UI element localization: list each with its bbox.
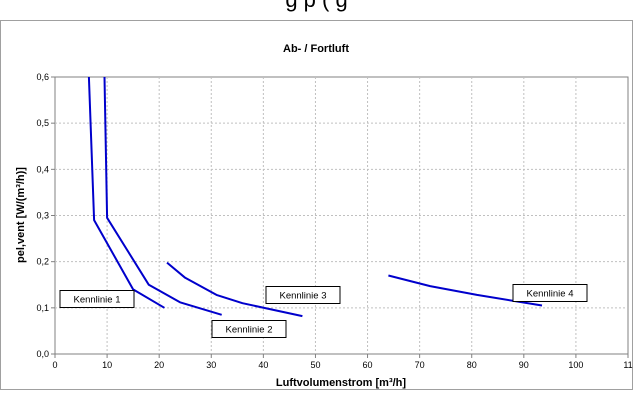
series-line-4 [388, 274, 543, 307]
annotation-box [512, 284, 588, 302]
annotation-layer: Kennlinie 1 Kennlinie 2 Kennlinie 3 Kennlin… [59, 284, 588, 338]
annotation-box [59, 290, 135, 308]
series-line-3 [166, 261, 303, 318]
annotation-label: Kennlinie 1 [73, 295, 120, 306]
y-tick-label: 0,2 [36, 257, 49, 267]
tick-labels: 0 10 20 30 40 50 60 70 80 90 100 11 0,0 0,1 0,2 0,3 0,4 0… [36, 72, 632, 370]
header-fragment: g p ( g [0, 0, 633, 20]
x-tick-label: 11 [623, 360, 632, 370]
annotation-label: Kennlinie 3 [279, 291, 326, 302]
y-tick-label: 0,0 [36, 349, 49, 359]
series-line-1 [87, 76, 165, 309]
annotation-kennlinie-4: Kennlinie 4 [512, 284, 588, 302]
x-tick-label: 60 [363, 360, 373, 370]
y-tick-label: 0,5 [36, 118, 49, 128]
header-fragment-text: g p ( g [0, 0, 633, 13]
annotation-label: Kennlinie 2 [225, 325, 272, 336]
annotation-box [211, 320, 287, 338]
x-tick-label: 50 [310, 360, 320, 370]
x-tick-label: 30 [206, 360, 216, 370]
x-tick-label: 100 [568, 360, 583, 370]
x-axis-label: Luftvolumenstrom [m³/h] [276, 377, 406, 389]
chart: Kennlinie 1 Kennlinie 2 Kennlinie 3 Kennlin… [0, 20, 633, 390]
annotation-kennlinie-2: Kennlinie 2 [211, 320, 287, 338]
x-tick-label: 0 [52, 360, 57, 370]
x-tick-label: 90 [519, 360, 529, 370]
annotation-kennlinie-1: Kennlinie 1 [59, 290, 135, 308]
series-line-2 [103, 76, 222, 316]
y-tick-label: 0,3 [36, 211, 49, 221]
y-tick-label: 0,6 [36, 72, 49, 82]
series-layer [87, 76, 543, 318]
chart-frame: Kennlinie 1 Kennlinie 2 Kennlinie 3 Kennlin… [0, 20, 633, 390]
y-tick-label: 0,1 [36, 303, 49, 313]
x-tick-label: 80 [467, 360, 477, 370]
annotation-kennlinie-3: Kennlinie 3 [265, 286, 341, 304]
y-tick-label: 0,4 [36, 164, 49, 174]
y-axis-label: pel,vent [W/(m³/h)] [15, 167, 27, 263]
x-tick-label: 10 [102, 360, 112, 370]
x-tick-label: 40 [258, 360, 268, 370]
x-tick-label: 20 [154, 360, 164, 370]
chart-title: Ab- / Fortluft [283, 43, 349, 55]
annotation-label: Kennlinie 4 [526, 289, 573, 300]
annotation-box [265, 286, 341, 304]
x-tick-label: 70 [415, 360, 425, 370]
grid-lines [51, 76, 629, 358]
